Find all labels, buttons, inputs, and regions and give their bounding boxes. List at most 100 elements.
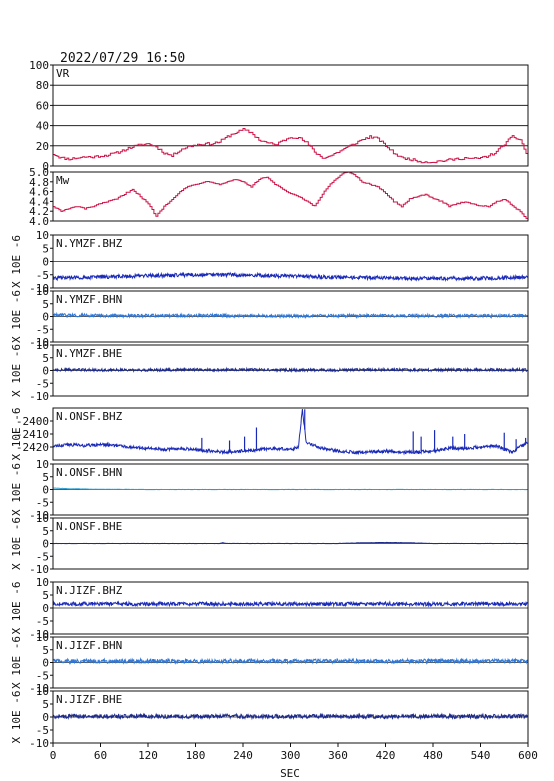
- x-tick-label: 420: [376, 749, 396, 762]
- y-tick-label: 10: [36, 576, 49, 589]
- y-tick-label: 10: [36, 339, 49, 352]
- y-axis-label: X 10E -6: [10, 290, 23, 343]
- x-tick-label: 120: [138, 749, 158, 762]
- y-axis-label: X 10E -6: [10, 344, 23, 397]
- y-axis-label: X 10E -6: [10, 517, 23, 570]
- y-axis-label: X 10E -6: [10, 691, 23, 744]
- y-tick-label: 10: [36, 685, 49, 698]
- y-tick-label: -10: [29, 628, 49, 641]
- chart-panels: 100806040200VR5.04.84.64.44.24.0Mw1050-5…: [10, 59, 529, 750]
- panel-name: N.JIZF.BHE: [56, 693, 122, 706]
- y-tick-label: 10: [36, 631, 49, 644]
- panel-name: N.YMZF.BHE: [56, 347, 122, 360]
- y-tick-label: 10: [36, 285, 49, 298]
- x-tick-label: 480: [423, 749, 443, 762]
- panel-frame: [52, 463, 529, 516]
- y-tick-label: 10: [36, 458, 49, 471]
- y-axis-label: X 10E -6: [10, 582, 23, 635]
- y-tick-label: 20: [36, 140, 49, 153]
- y-axis-label: X 10E -6: [10, 463, 23, 516]
- series-line: [53, 128, 528, 164]
- y-tick-label: 4.6: [29, 186, 49, 199]
- x-axis: 0 60 120 180 240 300 360 420 480 540 600: [50, 743, 538, 762]
- y-tick-label: 0: [42, 711, 49, 724]
- panel-frame: [52, 64, 529, 167]
- y-tick-label: 10: [36, 229, 49, 242]
- y-tick-label: 4.8: [29, 176, 49, 189]
- y-tick-label: -5: [36, 269, 49, 282]
- y-axis-label: X 10E -6: [10, 408, 23, 461]
- y-tick-label: -2410: [16, 428, 49, 441]
- panel-frame: [52, 581, 529, 635]
- y-tick-label: 4.0: [29, 215, 49, 228]
- panel-name: N.JIZF.BHN: [56, 639, 122, 652]
- panel-frame: [52, 290, 529, 343]
- y-tick-label: 0: [42, 365, 49, 378]
- x-tick-label: 360: [328, 749, 348, 762]
- panel-vr: 100 80 60 40 20 0 VR: [29, 59, 529, 173]
- x-tick-label: 540: [471, 749, 491, 762]
- y-tick-label: 5.0: [29, 166, 49, 179]
- x-tick-label: 600: [518, 749, 538, 762]
- y-tick-label: 5: [42, 352, 49, 365]
- panel-name: Mw: [56, 174, 70, 187]
- panel-name: N.ONSF.BHE: [56, 520, 122, 533]
- y-tick-label: 5: [42, 471, 49, 484]
- y-tick-label: -10: [29, 682, 49, 695]
- y-axis-label: X 10E -6: [10, 636, 23, 689]
- y-tick-label: 0: [42, 311, 49, 324]
- y-tick-label: -5: [36, 724, 49, 737]
- y-tick-label: 5: [42, 298, 49, 311]
- y-tick-label: 0: [42, 657, 49, 670]
- y-tick-label: 10: [36, 512, 49, 525]
- timestamp: 2022/07/29 16:50: [60, 51, 185, 66]
- panel-name: N.JIZF.BHZ: [56, 584, 123, 597]
- y-tick-label: -10: [29, 282, 49, 295]
- y-tick-label: 0: [42, 160, 49, 173]
- panel-frame: [52, 517, 529, 570]
- y-tick-label: 0: [42, 256, 49, 269]
- panel-frame: [52, 344, 529, 397]
- series-line: [53, 311, 528, 320]
- panel-frame: [52, 234, 529, 289]
- panel-frame: [52, 407, 529, 461]
- series-line: [53, 487, 528, 491]
- series-line: [53, 600, 528, 608]
- panel-name: N.YMZF.BHN: [56, 293, 122, 306]
- y-tick-label: 5: [42, 644, 49, 657]
- x-tick-label: 60: [94, 749, 107, 762]
- y-tick-label: -10: [29, 563, 49, 576]
- y-tick-label: 80: [36, 79, 49, 92]
- y-tick-label: -10: [29, 390, 49, 403]
- panel-name: N.ONSF.BHN: [56, 466, 122, 479]
- y-tick-label: -10: [29, 737, 49, 750]
- y-tick-label: -2400: [16, 415, 49, 428]
- y-tick-label: 5: [42, 698, 49, 711]
- x-tick-label: 0: [50, 749, 57, 762]
- x-tick-label: 300: [281, 749, 301, 762]
- panel-name: VR: [56, 67, 70, 80]
- y-tick-label: -2420: [16, 441, 49, 454]
- y-tick-label: -10: [29, 509, 49, 522]
- series-line: [53, 712, 528, 721]
- y-tick-label: 5: [42, 242, 49, 255]
- y-tick-label: 5: [42, 525, 49, 538]
- x-axis-label: SEC: [280, 767, 300, 780]
- series-line: [53, 657, 528, 665]
- panel-name: N.ONSF.BHZ: [56, 410, 123, 423]
- y-tick-label: 100: [29, 59, 49, 72]
- panel-frame: [52, 636, 529, 689]
- y-tick-label: -5: [36, 377, 49, 390]
- y-tick-label: 5: [42, 589, 49, 602]
- y-tick-label: 60: [36, 99, 49, 112]
- y-tick-label: -5: [36, 615, 49, 628]
